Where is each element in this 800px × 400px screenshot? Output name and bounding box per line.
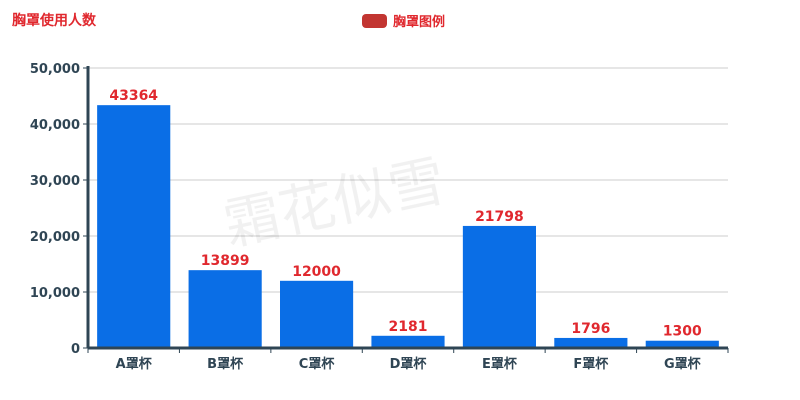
bar [371,335,445,348]
x-tick-label: C罩杯 [299,356,336,372]
x-tick-label: F罩杯 [573,356,609,372]
data-label: 43364 [109,88,158,104]
data-label: 1796 [571,321,610,337]
bar [645,340,719,348]
x-tick-label: D罩杯 [390,356,428,372]
bars [97,105,719,349]
x-tick-label: E罩杯 [482,356,518,372]
y-tick-label: 20,000 [30,230,80,245]
y-tick-label: 10,000 [30,286,80,301]
x-tick-label: B罩杯 [207,356,244,372]
data-label: 13899 [201,253,250,269]
y-tick-label: 40,000 [30,118,80,133]
y-tick-label: 30,000 [30,174,80,189]
axes: 0 10,000 20,000 30,000 40,000 50,000 A罩杯 B罩杯 C罩杯… [30,62,729,372]
bar [97,105,171,349]
bar [462,225,536,348]
bar [280,280,354,348]
y-tick-label: 50,000 [30,62,80,77]
data-label: 1300 [663,324,702,340]
x-tick-label: A罩杯 [116,356,153,372]
x-tick-label: G罩杯 [664,356,702,372]
bar [188,270,262,348]
data-label: 12000 [292,264,341,280]
legend[interactable]: 胸罩图例 [362,11,445,30]
bar [554,337,628,348]
legend-label: 胸罩图例 [393,15,446,30]
chart-title: 胸罩使用人数 [12,13,96,29]
watermark: 霜花似雪 [218,148,451,258]
data-label: 2181 [389,319,428,335]
legend-swatch [362,13,387,28]
y-tick-label: 0 [71,342,80,357]
data-labels: 43364 13899 12000 2181 21798 1796 1300 [109,88,702,340]
data-label: 21798 [475,209,524,225]
